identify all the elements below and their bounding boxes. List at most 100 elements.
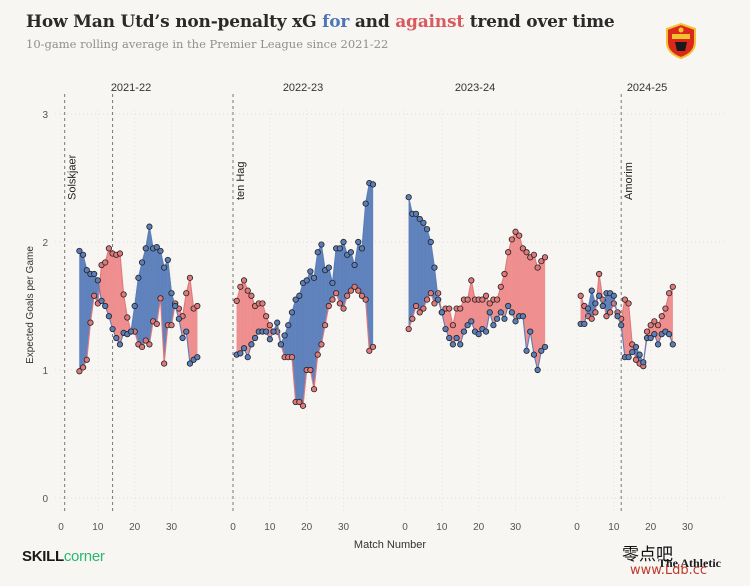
against-point <box>244 287 251 294</box>
season-label: 2022-23 <box>283 82 323 94</box>
for-point <box>475 331 482 338</box>
for-point <box>248 341 255 348</box>
against-point <box>494 296 501 303</box>
for-point <box>512 318 519 325</box>
for-point <box>508 309 515 316</box>
against-point <box>322 322 329 329</box>
manager-label: Amorim <box>623 162 635 200</box>
for-point <box>94 277 101 284</box>
for-point <box>76 247 83 255</box>
against-point <box>116 250 124 257</box>
against-point <box>412 302 420 310</box>
for-point <box>164 256 171 264</box>
against-point <box>534 264 541 271</box>
against-point <box>512 228 519 235</box>
against-point <box>530 251 538 258</box>
against-point <box>482 292 490 299</box>
skillcorner-logo-skill: SKILL <box>22 548 64 565</box>
manager-label: ten Hag <box>235 161 247 200</box>
for-point <box>127 328 135 335</box>
x-tick-label: 20 <box>129 522 141 533</box>
for-point <box>266 336 273 343</box>
for-point <box>632 343 640 351</box>
for-point <box>263 328 270 335</box>
y-tick-label: 0 <box>42 494 48 505</box>
for-point <box>310 274 318 281</box>
against-point <box>651 318 658 325</box>
for-point <box>329 279 336 287</box>
against-point <box>654 322 662 329</box>
area-segment <box>339 241 344 310</box>
x-tick-label: 20 <box>473 522 485 533</box>
area-segment <box>152 246 157 325</box>
against-point <box>299 402 307 409</box>
against-point <box>344 292 351 299</box>
for-point <box>490 322 497 329</box>
for-point <box>446 334 453 342</box>
against-point <box>366 347 373 354</box>
against-point <box>340 305 347 312</box>
for-point <box>427 238 434 246</box>
against-point <box>625 300 632 307</box>
against-point <box>358 292 366 299</box>
against-point <box>157 295 164 302</box>
area-segment <box>515 231 520 322</box>
area-segment <box>317 244 322 355</box>
against-point <box>497 283 504 290</box>
against-point <box>266 322 273 329</box>
for-point <box>438 309 445 316</box>
area-segment <box>511 231 516 322</box>
season-label: 2024-25 <box>627 82 667 94</box>
for-point <box>636 351 643 358</box>
title-for-word: for <box>322 12 350 32</box>
against-point <box>427 290 434 297</box>
against-point <box>161 360 168 367</box>
for-point <box>527 328 534 335</box>
against-point <box>405 325 412 333</box>
against-point <box>347 287 354 294</box>
for-point <box>179 334 186 342</box>
title-against-word: against <box>395 12 464 32</box>
for-point <box>618 322 625 329</box>
against-point <box>607 309 614 316</box>
against-point <box>464 296 471 303</box>
for-point <box>116 341 124 348</box>
for-point <box>453 334 460 342</box>
season-label: 2021-22 <box>111 82 151 94</box>
area-segment <box>240 279 245 354</box>
x-tick-label: 20 <box>301 522 313 533</box>
area-segment <box>624 299 629 358</box>
against-point <box>310 386 318 393</box>
against-point <box>263 313 270 320</box>
for-point <box>91 270 98 278</box>
for-point <box>424 226 431 233</box>
club-crest-icon <box>666 22 696 60</box>
against-point <box>523 249 530 256</box>
for-point <box>610 292 617 299</box>
for-point <box>296 292 303 299</box>
against-point <box>296 398 303 406</box>
for-point <box>592 300 599 307</box>
against-point <box>369 343 377 351</box>
against-point <box>588 315 595 322</box>
area-segment <box>408 197 413 330</box>
for-point <box>83 267 90 274</box>
area-segment <box>306 271 311 371</box>
for-point <box>135 274 142 281</box>
for-point <box>102 302 109 310</box>
for-point <box>625 354 632 361</box>
against-point <box>138 343 146 351</box>
against-point <box>479 296 486 303</box>
for-point <box>588 287 595 294</box>
against-point <box>142 337 149 344</box>
y-axis-label: Expected Goals per Game <box>25 246 36 364</box>
against-point <box>336 300 343 307</box>
for-point <box>237 350 244 357</box>
watermark-url: www.Ldb.cc <box>630 563 708 578</box>
for-point <box>666 331 673 338</box>
for-point <box>412 210 420 217</box>
skillcorner-logo: SKILLcorner <box>22 548 105 565</box>
for-point <box>358 245 366 252</box>
header: How Man Utd’s non-penalty xG for and aga… <box>26 12 615 51</box>
area-segment <box>419 218 424 313</box>
